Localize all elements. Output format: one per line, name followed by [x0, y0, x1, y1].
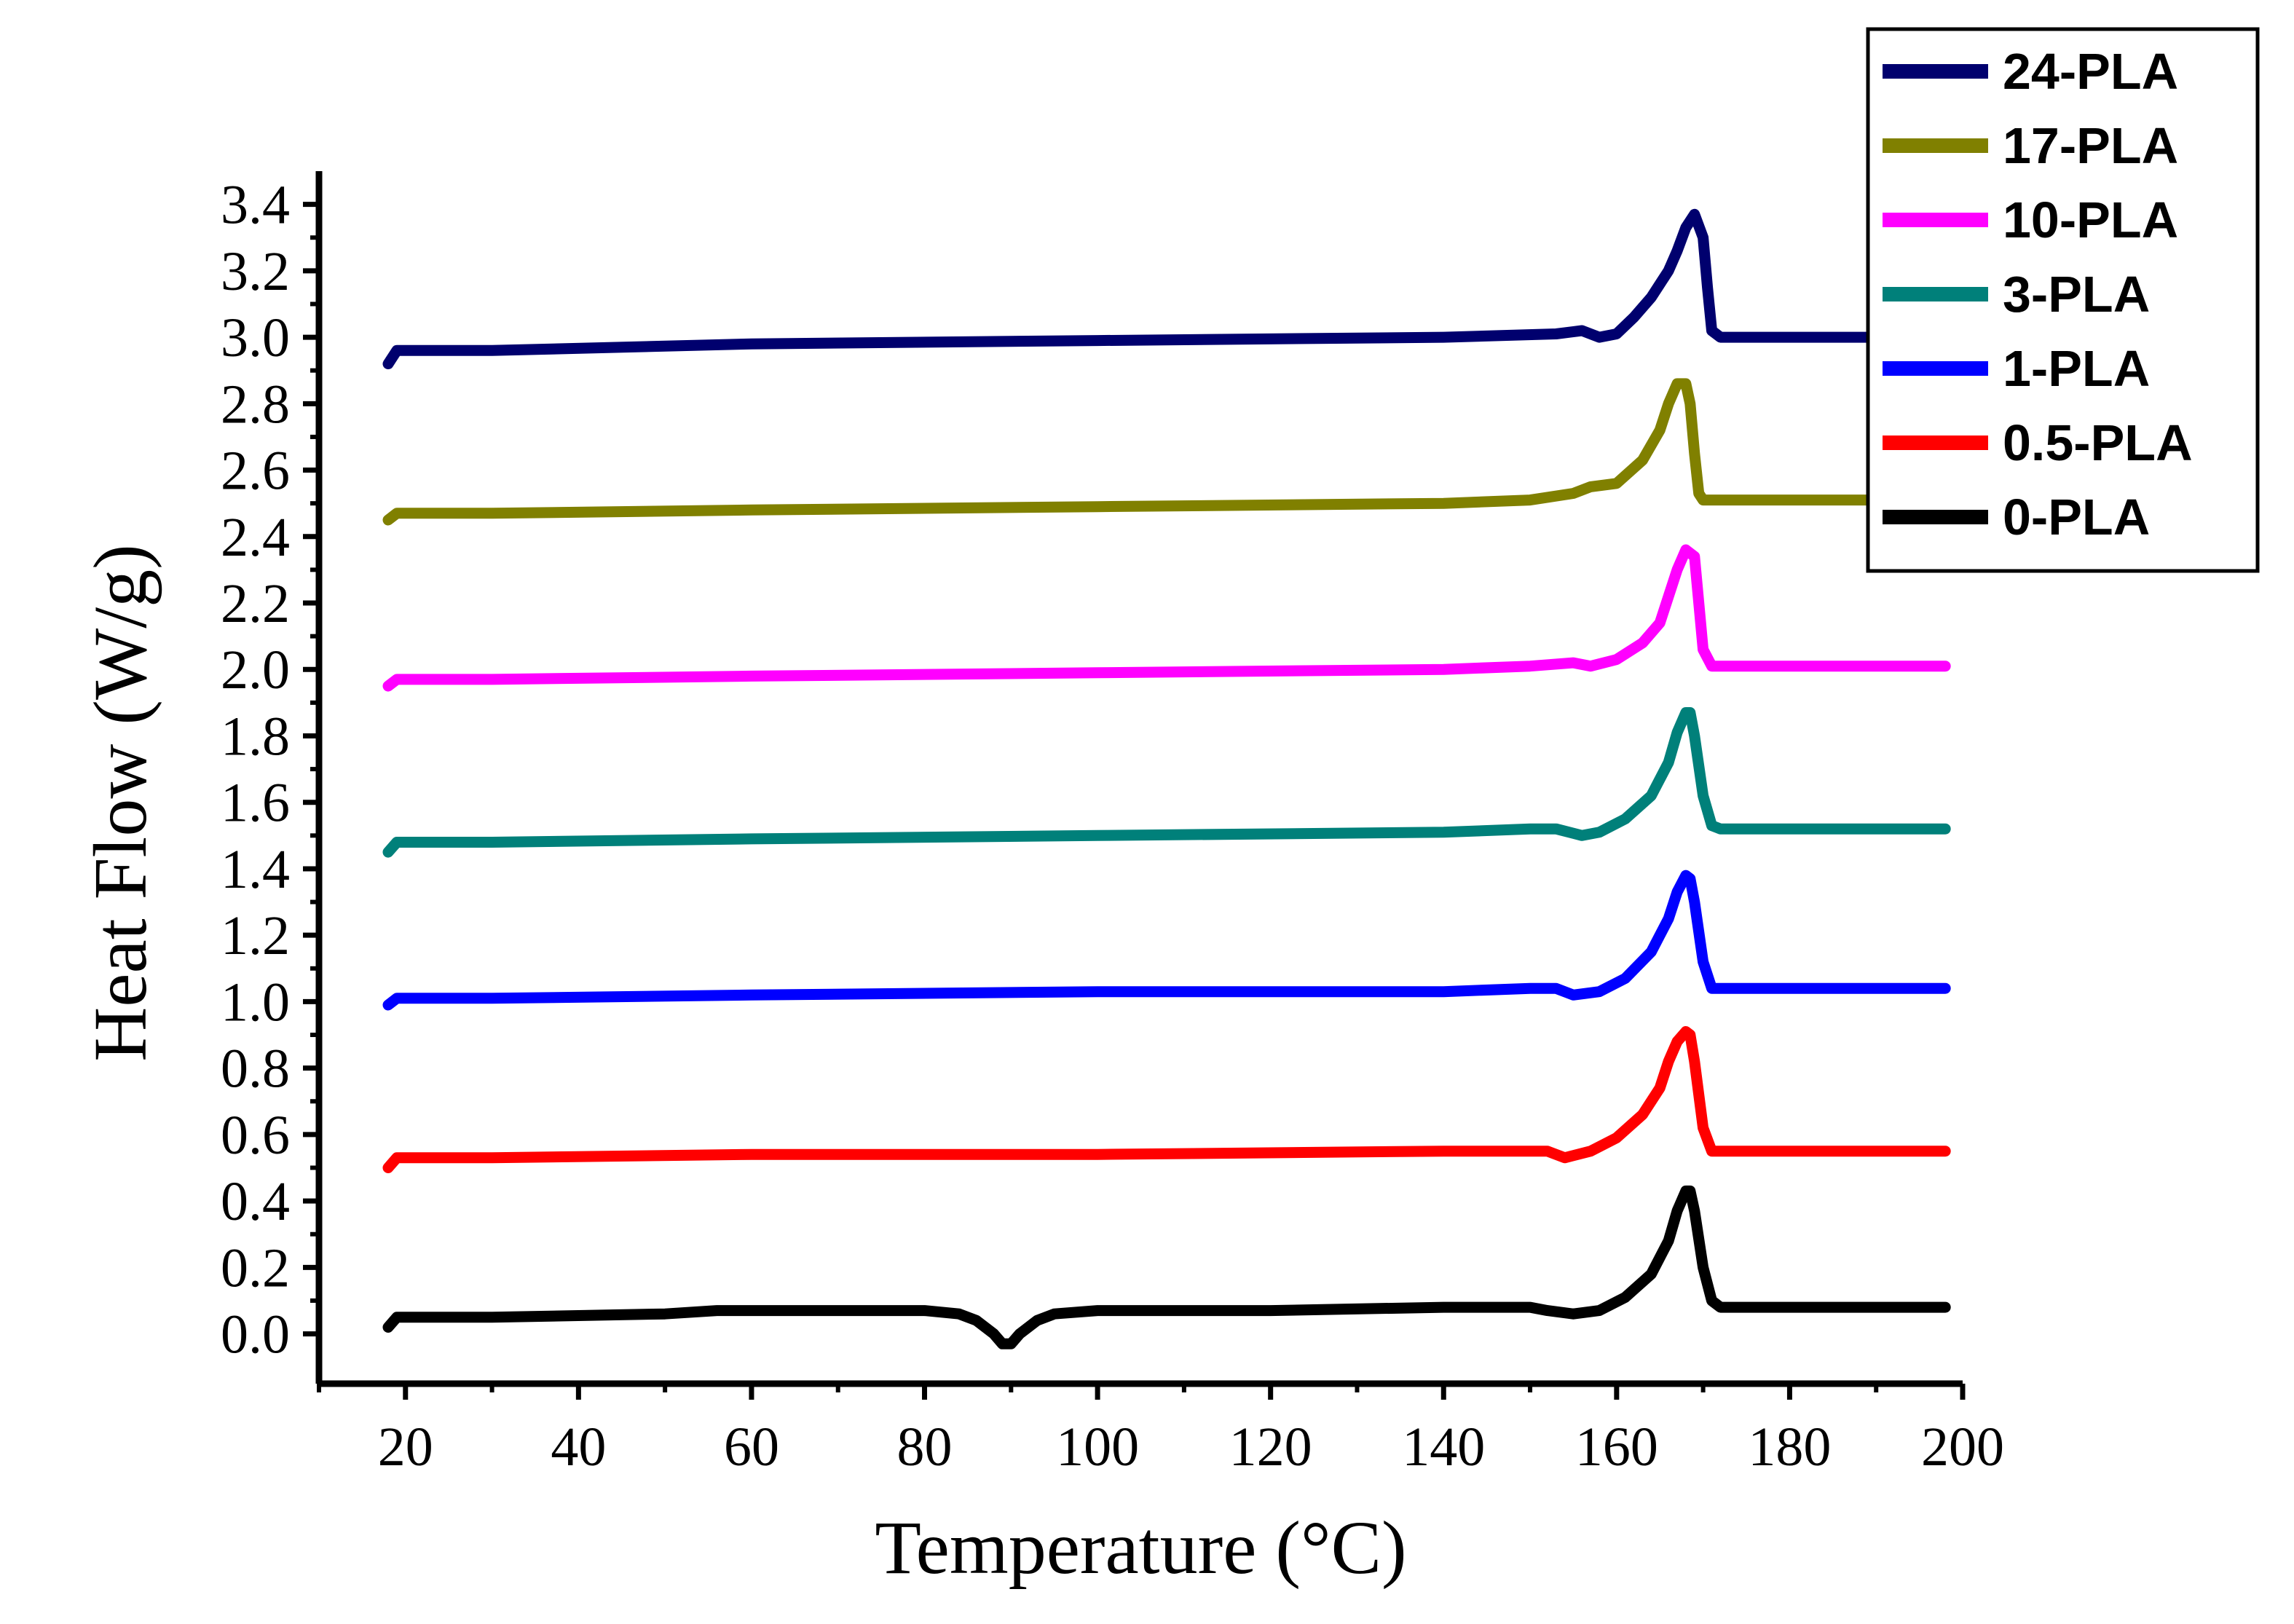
- legend: 24-PLA 17-PLA 10-PLA 3-PLA 1-PLA 0.5-PLA 0-PLA: [1866, 27, 2260, 573]
- y-tick-label: 0.0: [221, 1304, 290, 1365]
- series-line-10-PLA: [382, 544, 1951, 692]
- legend-label: 3-PLA: [2003, 266, 2150, 323]
- series-line-0-PLA: [382, 1185, 1951, 1349]
- series-line-0.5-PLA: [382, 1026, 1951, 1173]
- y-tick-label: 2.2: [221, 573, 290, 634]
- series-line-24-PLA: [382, 208, 1882, 370]
- x-tick-label: 160: [1575, 1416, 1658, 1478]
- y-axis-ticks: 0.00.20.40.60.81.01.21.41.61.82.02.22.42…: [221, 175, 319, 1365]
- legend-label: 24-PLA: [2003, 43, 2178, 100]
- legend-label: 10-PLA: [2003, 192, 2178, 248]
- y-tick-label: 2.6: [221, 441, 290, 502]
- series-line-1-PLA: [382, 870, 1951, 1011]
- x-axis-title: Temperature (°C): [875, 1506, 1406, 1590]
- y-tick-label: 1.2: [221, 905, 290, 966]
- x-axis-ticks: 20 40 60 80 100 120 140 160 180 200: [317, 1384, 2004, 1478]
- series-line-3-PLA: [382, 707, 1951, 858]
- legend-label: 1-PLA: [2003, 340, 2150, 397]
- legend-label: 0-PLA: [2003, 489, 2150, 545]
- y-tick-label: 3.2: [221, 241, 290, 302]
- x-tick-label: 60: [724, 1416, 779, 1478]
- x-tick-label: 120: [1229, 1416, 1312, 1478]
- y-tick-label: 3.0: [221, 307, 290, 368]
- y-tick-label: 2.4: [221, 507, 290, 568]
- y-tick-label: 1.6: [221, 773, 290, 834]
- y-tick-label: 2.0: [221, 639, 290, 701]
- x-tick-label: 100: [1056, 1416, 1139, 1478]
- series-lines: [382, 208, 1951, 1349]
- y-tick-label: 0.4: [221, 1171, 290, 1232]
- y-tick-label: 0.8: [221, 1038, 290, 1100]
- series-line-17-PLA: [382, 378, 1882, 526]
- legend-label: 17-PLA: [2003, 117, 2178, 174]
- y-tick-label: 1.0: [221, 971, 290, 1033]
- x-tick-label: 140: [1402, 1416, 1485, 1478]
- y-tick-label: 0.6: [221, 1105, 290, 1166]
- y-tick-label: 1.8: [221, 706, 290, 767]
- x-tick-label: 180: [1748, 1416, 1831, 1478]
- y-tick-label: 2.8: [221, 374, 290, 435]
- x-tick-label: 20: [378, 1416, 433, 1478]
- x-tick-label: 80: [897, 1416, 953, 1478]
- legend-label: 0.5-PLA: [2003, 414, 2193, 471]
- x-tick-label: 40: [551, 1416, 606, 1478]
- y-axis-title: Heat Flow (W/g): [79, 544, 162, 1061]
- x-tick-label: 200: [1921, 1416, 2004, 1478]
- y-tick-label: 1.4: [221, 839, 290, 900]
- y-tick-label: 3.4: [221, 175, 290, 236]
- y-tick-label: 0.2: [221, 1237, 290, 1298]
